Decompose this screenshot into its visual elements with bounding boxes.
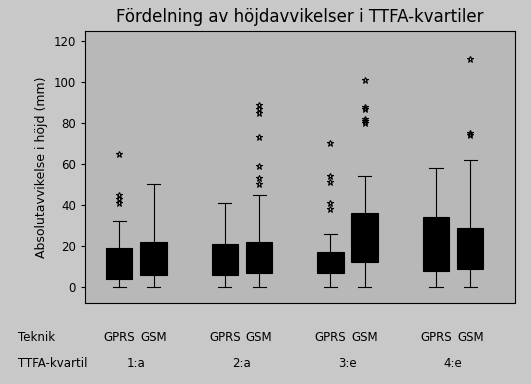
PathPatch shape <box>352 213 378 262</box>
Text: GSM: GSM <box>246 331 272 344</box>
Text: TTFA-kvartil: TTFA-kvartil <box>18 356 88 369</box>
Text: GPRS: GPRS <box>420 331 452 344</box>
Title: Fördelning av höjdavvikelser i TTFA-kvartiler: Fördelning av höjdavvikelser i TTFA-kvar… <box>116 8 484 26</box>
PathPatch shape <box>246 242 272 273</box>
Text: GPRS: GPRS <box>104 331 135 344</box>
Text: 4:e: 4:e <box>444 356 463 369</box>
PathPatch shape <box>106 248 132 279</box>
Text: GPRS: GPRS <box>209 331 241 344</box>
PathPatch shape <box>317 252 344 273</box>
PathPatch shape <box>212 244 238 275</box>
Text: GSM: GSM <box>457 331 484 344</box>
Text: 3:e: 3:e <box>338 356 357 369</box>
PathPatch shape <box>457 227 483 268</box>
PathPatch shape <box>423 217 449 271</box>
Y-axis label: Absolutavvikelse i höjd (mm): Absolutavvikelse i höjd (mm) <box>35 76 48 258</box>
PathPatch shape <box>140 242 167 275</box>
Text: GSM: GSM <box>140 331 167 344</box>
Text: GSM: GSM <box>352 331 378 344</box>
Text: GPRS: GPRS <box>314 331 346 344</box>
Text: 1:a: 1:a <box>127 356 146 369</box>
Text: Teknik: Teknik <box>18 331 55 344</box>
Text: 2:a: 2:a <box>233 356 251 369</box>
